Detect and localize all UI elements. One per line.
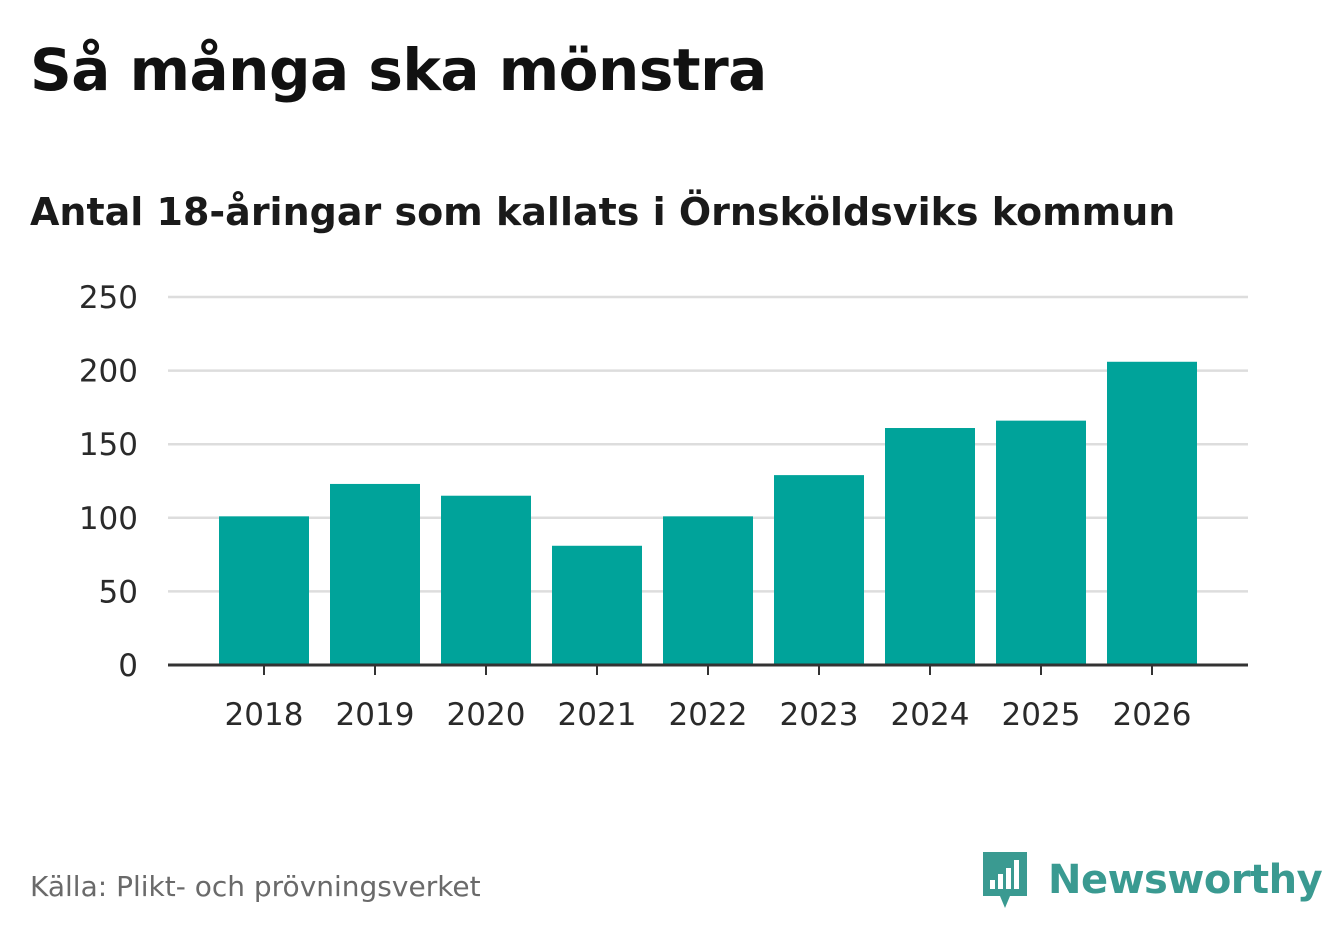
bar-2022 (663, 516, 753, 665)
source-note: Källa: Plikt- och prövningsverket (30, 870, 481, 903)
bar-2026 (1107, 361, 1197, 665)
y-tick-label: 50 (99, 574, 138, 610)
bar-2025 (996, 420, 1086, 665)
y-tick-label: 250 (79, 280, 138, 316)
chart-subtitle: Antal 18-åringar som kallats i Örnskölds… (30, 190, 1176, 234)
x-tick-label: 2022 (669, 697, 748, 733)
x-tick-label: 2018 (225, 697, 304, 733)
brand-logo: Newsworthy (980, 848, 1322, 912)
y-tick-label: 0 (118, 648, 138, 684)
x-tick-label: 2021 (558, 697, 637, 733)
x-tick-label: 2019 (336, 697, 415, 733)
x-tick-label: 2020 (447, 697, 526, 733)
bar-2020 (441, 495, 531, 665)
bar-chart-speech-bubble-icon (983, 852, 1027, 908)
bar-2021 (552, 545, 642, 665)
bars (219, 361, 1197, 665)
x-tick-label: 2023 (780, 697, 859, 733)
y-tick-label: 150 (79, 427, 138, 463)
x-axis-ticks: 2018 2019 2020 2021 2022 2023 2024 2025 2026 (225, 697, 1192, 733)
bar-2024 (885, 428, 975, 665)
x-axis (168, 663, 1248, 675)
bar-2019 (330, 483, 420, 665)
x-tick-label: 2024 (891, 697, 970, 733)
y-tick-label: 100 (79, 501, 138, 537)
brand-name: Newsworthy (1048, 857, 1322, 903)
bar-2018 (219, 516, 309, 665)
chart-title: Så många ska mönstra (30, 36, 767, 104)
x-tick-label: 2025 (1002, 697, 1081, 733)
y-axis-ticks: 0 50 100 150 200 250 (79, 280, 138, 684)
y-tick-label: 200 (79, 354, 138, 390)
bar-2023 (774, 475, 864, 665)
x-tick-label: 2026 (1113, 697, 1192, 733)
